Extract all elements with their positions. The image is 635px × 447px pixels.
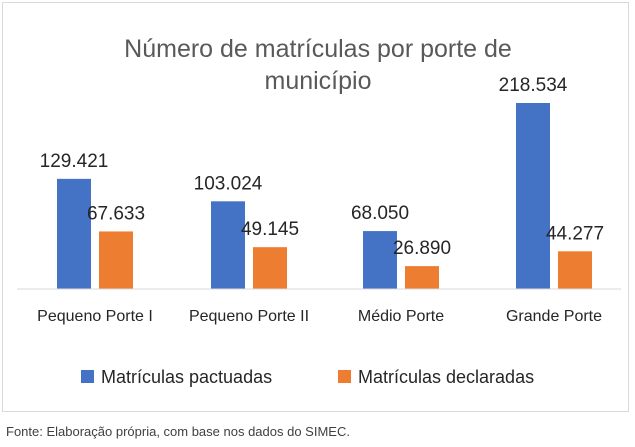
bar-declaradas-0 xyxy=(99,231,133,289)
bar-declaradas-1 xyxy=(253,247,287,289)
bar-declaradas-3 xyxy=(558,251,592,289)
category-label-3: Grande Porte xyxy=(506,308,602,325)
category-label-0: Pequeno Porte I xyxy=(37,308,153,325)
chart-frame: Número de matrículas por porte de municí… xyxy=(2,2,629,412)
source-note: Fonte: Elaboração própria, com base nos … xyxy=(6,424,350,439)
bar-pactuadas-2 xyxy=(363,231,397,289)
data-label-declaradas-0: 67.633 xyxy=(87,203,145,224)
legend: Matrículas pactuadas Matrículas declarada… xyxy=(81,367,534,387)
legend-swatch-declaradas xyxy=(338,370,351,383)
category-label-1: Pequeno Porte II xyxy=(189,308,309,325)
bar-chart: Número de matrículas por porte de municí… xyxy=(17,35,621,387)
bar-pactuadas-0 xyxy=(57,178,91,289)
plot-area: 129.421 67.633 Pequeno Porte I 103.024 49.14… xyxy=(37,75,604,325)
legend-label-declaradas: Matrículas declaradas xyxy=(358,367,534,387)
bar-declaradas-2 xyxy=(405,266,439,289)
data-label-pactuadas-3: 218.534 xyxy=(499,75,568,96)
data-label-declaradas-3: 44.277 xyxy=(546,223,604,244)
chart-title-line-1: Número de matrículas por porte de xyxy=(124,35,512,63)
legend-swatch-pactuadas xyxy=(81,370,94,383)
bar-pactuadas-1 xyxy=(211,201,245,289)
data-label-declaradas-2: 26.890 xyxy=(393,238,451,259)
legend-label-pactuadas: Matrículas pactuadas xyxy=(101,367,272,387)
data-label-pactuadas-0: 129.421 xyxy=(40,151,109,172)
data-label-declaradas-1: 49.145 xyxy=(241,219,299,240)
data-label-pactuadas-1: 103.024 xyxy=(194,173,263,194)
bar-pactuadas-3 xyxy=(516,103,550,289)
chart-title-line-2: município xyxy=(265,67,372,95)
category-label-2: Médio Porte xyxy=(358,308,444,325)
data-label-pactuadas-2: 68.050 xyxy=(351,203,409,224)
